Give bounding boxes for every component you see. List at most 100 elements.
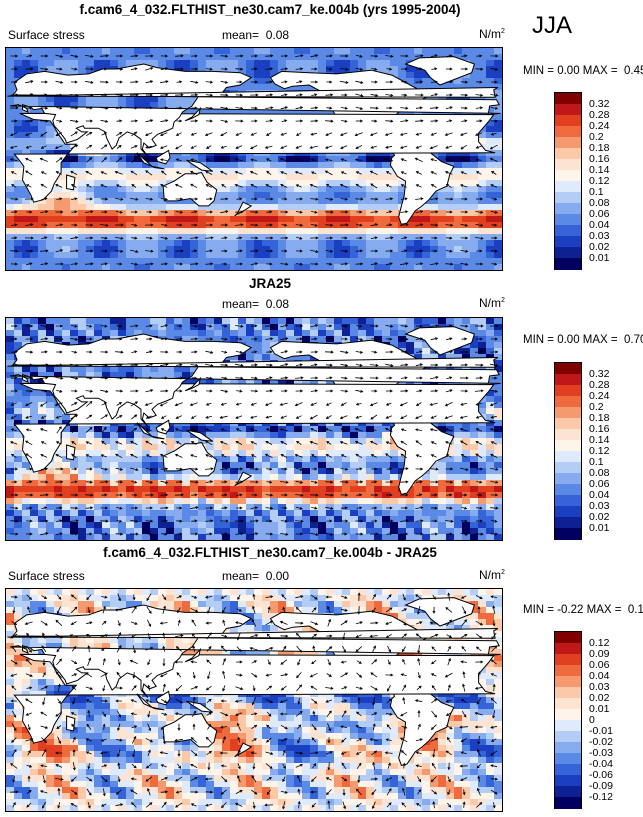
season-label: JJA xyxy=(532,12,573,39)
colorbar-swatch xyxy=(555,643,581,655)
colorbar-swatch xyxy=(555,517,581,529)
colorbar-swatch xyxy=(555,742,581,754)
colorbar-tick-label: 0.1 xyxy=(589,186,604,198)
colorbar-swatch xyxy=(555,418,581,430)
colorbar-tick-label: 0.28 xyxy=(589,379,610,391)
land-mass xyxy=(162,172,218,207)
colorbar-tick-label: 0.09 xyxy=(589,648,610,660)
land-mass xyxy=(10,333,501,427)
land-mass xyxy=(184,376,202,392)
colorbar-tick-label: 0.1 xyxy=(589,456,604,468)
colorbar-tick-label: 0.04 xyxy=(589,489,610,501)
colorbar-tick-label: -0.06 xyxy=(589,769,613,781)
colorbar-swatch xyxy=(555,115,581,127)
colorbar-tick-label: 0.01 xyxy=(589,522,610,534)
colorbar-tick-label: 0.12 xyxy=(589,175,610,187)
panel3-minmax: MIN = -0.22 MAX = 0.16 xyxy=(523,604,643,616)
colorbar-tick-label: 0.32 xyxy=(589,368,610,380)
land-mass xyxy=(186,429,213,442)
panel1-mean-label: mean= 0.08 xyxy=(222,28,290,42)
colorbar-swatch xyxy=(555,170,581,182)
wind-vectors xyxy=(10,324,499,536)
colorbar-swatch xyxy=(555,429,581,441)
panel3-max-value: 0.16 xyxy=(627,604,643,616)
land-mass xyxy=(151,706,165,711)
colorbar-tick-label: 0.03 xyxy=(589,500,610,512)
panel1-variable-label: Surface stress xyxy=(8,28,85,42)
panel3-mean-value: 0.00 xyxy=(265,569,290,583)
land-mass xyxy=(10,604,501,698)
colorbar-swatch xyxy=(555,654,581,666)
colorbar-swatch xyxy=(555,363,581,375)
land-mass xyxy=(66,444,76,461)
colorbar-swatch xyxy=(555,676,581,688)
colorbar-tick-label: 0.01 xyxy=(589,252,610,264)
land-mass xyxy=(162,442,218,477)
colorbar-swatch xyxy=(555,506,581,518)
panel2-mean-value: 0.08 xyxy=(265,297,290,311)
panel3-min-value: -0.22 xyxy=(557,604,584,616)
colorbar-tick-label: -0.09 xyxy=(589,780,613,792)
colorbar-swatch xyxy=(555,632,581,644)
colorbar-swatch xyxy=(555,137,581,149)
panel1-map xyxy=(5,47,503,271)
colorbar-tick-label: 0.08 xyxy=(589,197,610,209)
colorbar-tick-label: 0.18 xyxy=(589,412,610,424)
colorbar-tick-label: 0.16 xyxy=(589,423,610,435)
colorbar-swatch xyxy=(555,698,581,710)
colorbar-swatch xyxy=(555,665,581,677)
colorbar-swatch xyxy=(555,731,581,743)
wind-vectors xyxy=(9,54,499,266)
colorbar-tick-label: 0.04 xyxy=(589,670,610,682)
colorbar-tick-label: 0.08 xyxy=(589,467,610,479)
land-mass xyxy=(389,684,455,766)
colorbar-tick-label: 0.18 xyxy=(589,142,610,154)
colorbar-swatch xyxy=(555,775,581,787)
land-mass xyxy=(151,435,165,440)
colorbar-swatch xyxy=(555,203,581,215)
colorbar-swatch xyxy=(555,214,581,226)
colorbar-swatch xyxy=(555,528,581,540)
land-mass xyxy=(404,326,476,356)
panel1-min-value: 0.00 xyxy=(557,65,580,77)
colorbar-tick-label: 0.28 xyxy=(589,109,610,121)
land-mass xyxy=(389,413,455,495)
colorbar-swatch xyxy=(555,753,581,765)
colorbar-swatch xyxy=(555,687,581,699)
colorbar-tick-label: 0.02 xyxy=(589,692,610,704)
colorbar-tick-label: -0.03 xyxy=(589,747,613,759)
land-mass xyxy=(186,159,213,172)
colorbar-swatch xyxy=(555,473,581,485)
colorbar-tick-label: 0.02 xyxy=(589,511,610,523)
colorbar-swatch xyxy=(555,462,581,474)
colorbar-swatch xyxy=(555,451,581,463)
panel3-map xyxy=(5,588,503,812)
panel2-colorbar: 0.32 0.28 0.24 0.2 0.18 0.16 0.14 0.12 0.1 0.08 0.… xyxy=(554,362,609,540)
colorbar-tick-label: 0.2 xyxy=(589,401,604,413)
colorbar-tick-label: 0.12 xyxy=(589,637,610,649)
land-mass xyxy=(404,597,476,627)
colorbar-swatch xyxy=(555,440,581,452)
land-mass xyxy=(155,690,171,706)
colorbar-swatch xyxy=(555,797,581,809)
panel1-units: N/m2 xyxy=(479,27,505,41)
colorbar-tick-label: -0.04 xyxy=(589,758,613,770)
colorbar-swatch xyxy=(555,159,581,171)
panel1-colorbar: 0.32 0.28 0.24 0.2 0.18 0.16 0.14 0.12 0.1 0.08 0.… xyxy=(554,92,609,270)
colorbar-tick-label: 0.2 xyxy=(589,131,604,143)
panel2-min-value: 0.00 xyxy=(557,334,580,346)
colorbar-tick-label: 0.24 xyxy=(589,120,610,132)
colorbar-swatch xyxy=(555,258,581,270)
land-mass xyxy=(66,715,76,732)
colorbar-swatch xyxy=(555,148,581,160)
colorbar-swatch xyxy=(555,181,581,193)
wind-vectors xyxy=(10,592,499,810)
colorbar-swatch xyxy=(555,709,581,721)
colorbar-swatch xyxy=(555,396,581,408)
colorbar-tick-label: 0.12 xyxy=(589,445,610,457)
panel2-max-value: 0.70 xyxy=(624,334,643,346)
panel1-minmax: MIN = 0.00 MAX = 0.45 xyxy=(523,65,643,77)
colorbar-tick-label: -0.12 xyxy=(589,791,613,803)
panel1-title: f.cam6_4_032.FLTHIST_ne30.cam7_ke.004b (… xyxy=(79,2,461,17)
land-mass xyxy=(10,63,501,157)
